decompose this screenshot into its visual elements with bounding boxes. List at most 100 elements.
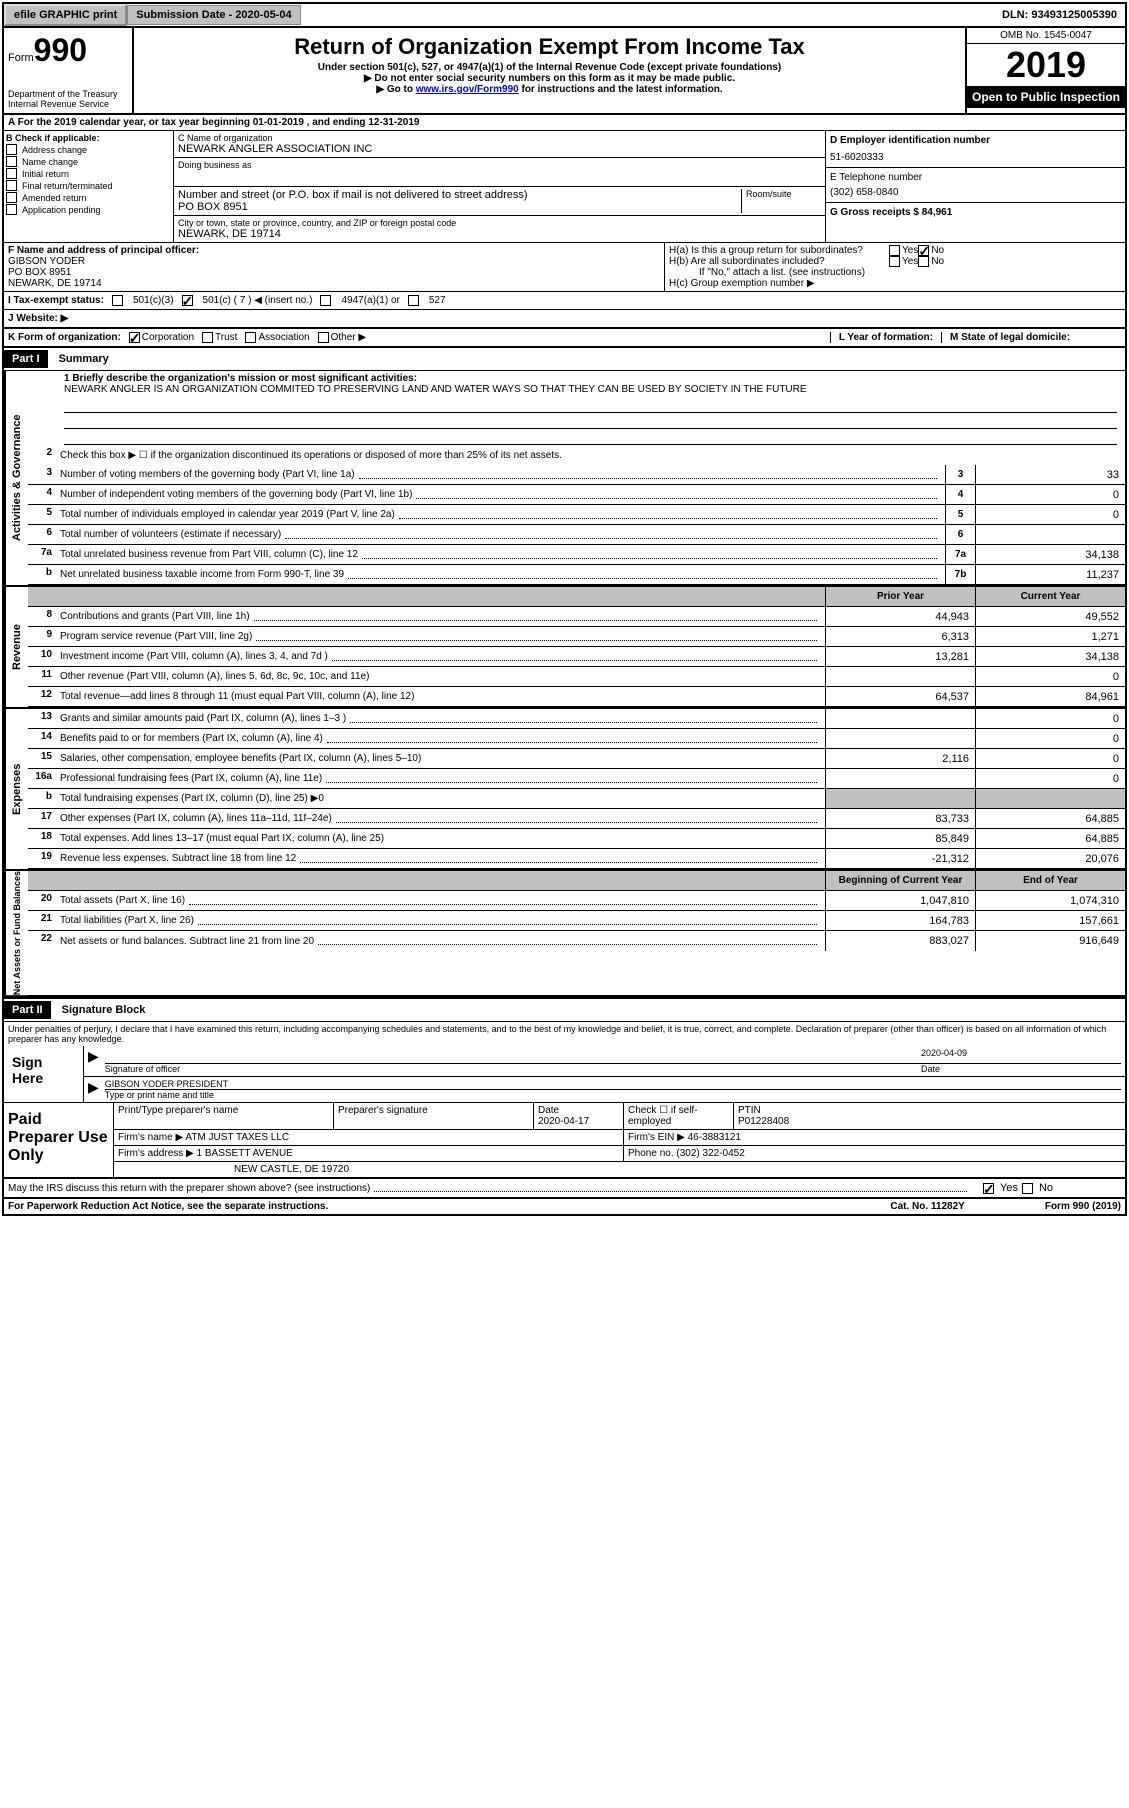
arrow-icon: ▶ [88, 1079, 99, 1100]
sig-date-label: Date [921, 1064, 940, 1074]
sig-date: 2020-04-09 [921, 1048, 1121, 1064]
year-cell: OMB No. 1545-0047 2019 Open to Public In… [965, 28, 1125, 113]
checkbox-name[interactable] [6, 156, 17, 167]
col-b-label: B Check if applicable: [6, 133, 171, 143]
checkbox-address[interactable] [6, 144, 17, 155]
efile-button[interactable]: efile GRAPHIC print [4, 4, 127, 26]
na-22-current: 916,649 [975, 931, 1125, 951]
ein-value: 51-6020333 [830, 152, 1121, 163]
exp-16a-current: 0 [975, 769, 1125, 788]
i-label: I Tax-exempt status: [8, 295, 104, 306]
officer-label: F Name and address of principal officer: [8, 245, 660, 256]
i-527[interactable] [408, 295, 419, 306]
sig-officer-label: Signature of officer [105, 1064, 180, 1074]
rev-9-current: 1,271 [975, 627, 1125, 646]
rev-12-prior: 64,537 [825, 687, 975, 706]
exp-19-current: 20,076 [975, 849, 1125, 868]
addr-label: Number and street (or P.O. box if mail i… [178, 189, 741, 201]
k-other[interactable] [318, 332, 329, 343]
checkbox-pending[interactable] [6, 204, 17, 215]
prep-date: 2020-04-17 [538, 1116, 589, 1127]
k-corp[interactable] [129, 332, 140, 343]
phone-value: (302) 658-0840 [830, 187, 1121, 198]
k-label: K Form of organization: [8, 332, 121, 343]
rev-10-prior: 13,281 [825, 647, 975, 666]
col-f: F Name and address of principal officer:… [4, 243, 665, 291]
open-public-badge: Open to Public Inspection [967, 86, 1125, 108]
officer-addr1: PO BOX 8951 [8, 267, 660, 278]
discuss-yes[interactable] [983, 1183, 994, 1194]
exp-16a-prior [825, 769, 975, 788]
prep-sig-label: Preparer's signature [334, 1103, 534, 1129]
subtitle-2: ▶ Do not enter social security numbers o… [140, 73, 959, 84]
irs-link[interactable]: www.irs.gov/Form990 [416, 84, 519, 95]
preparer-label: Paid Preparer Use Only [4, 1103, 114, 1177]
na-21-current: 157,661 [975, 911, 1125, 930]
rev-8-current: 49,552 [975, 607, 1125, 626]
prep-phone: (302) 322-0452 [676, 1148, 744, 1159]
ha-no[interactable] [918, 245, 929, 256]
officer-addr2: NEWARK, DE 19714 [8, 278, 660, 289]
prior-year-header: Prior Year [825, 587, 975, 606]
org-name-label: C Name of organization [178, 133, 821, 143]
omb-number: OMB No. 1545-0047 [967, 28, 1125, 44]
rev-10-current: 34,138 [975, 647, 1125, 666]
checkbox-amended[interactable] [6, 192, 17, 203]
title-cell: Return of Organization Exempt From Incom… [134, 28, 965, 113]
l-label: L Year of formation: [830, 332, 941, 343]
prep-check-label: Check ☐ if self-employed [624, 1103, 734, 1129]
city-label: City or town, state or province, country… [178, 218, 821, 228]
k-assoc[interactable] [245, 332, 256, 343]
submission-date: Submission Date - 2020-05-04 [127, 5, 300, 25]
part2-header: Part II [4, 1001, 51, 1019]
gov-7b-value: 11,237 [975, 565, 1125, 584]
part2-title: Signature Block [54, 1004, 146, 1016]
declaration-text: Under penalties of perjury, I declare th… [4, 1022, 1125, 1046]
officer-name: GIBSON YODER [8, 256, 660, 267]
exp-14-current: 0 [975, 729, 1125, 748]
discuss-no[interactable] [1022, 1183, 1033, 1194]
expenses-label: Expenses [4, 709, 28, 869]
topbar: efile GRAPHIC print Submission Date - 20… [4, 4, 1125, 28]
part1-title: Summary [51, 353, 109, 365]
exp-14-prior [825, 729, 975, 748]
exp-18-current: 64,885 [975, 829, 1125, 848]
rev-8-prior: 44,943 [825, 607, 975, 626]
footer-right: Form 990 (2019) [1045, 1201, 1121, 1212]
exp-19-prior: -21,312 [825, 849, 975, 868]
dept-label: Department of the Treasury Internal Reve… [8, 89, 128, 109]
exp-13-prior [825, 709, 975, 728]
na-20-prior: 1,047,810 [825, 891, 975, 910]
rev-9-prior: 6,313 [825, 627, 975, 646]
gov-3-value: 33 [975, 465, 1125, 484]
ha-yes[interactable] [889, 245, 900, 256]
revenue-label: Revenue [4, 587, 28, 707]
col-b: B Check if applicable: Address change Na… [4, 131, 174, 242]
subtitle-3: ▶ Go to www.irs.gov/Form990 for instruct… [140, 84, 959, 95]
mission-text: NEWARK ANGLER IS AN ORGANIZATION COMMITE… [64, 384, 1117, 395]
exp-18-prior: 85,849 [825, 829, 975, 848]
sig-name: GIBSON YODER PRESIDENT [105, 1079, 1121, 1090]
i-501c[interactable] [182, 295, 193, 306]
col-h: H(a) Is this a group return for subordin… [665, 243, 1125, 291]
checkbox-initial[interactable] [6, 168, 17, 179]
gov-5-value: 0 [975, 505, 1125, 524]
subtitle-1: Under section 501(c), 527, or 4947(a)(1)… [140, 62, 959, 73]
org-address: PO BOX 8951 [178, 201, 741, 213]
k-trust[interactable] [202, 332, 213, 343]
hb-no[interactable] [918, 256, 929, 267]
dln: DLN: 93493125005390 [994, 6, 1125, 24]
room-label: Room/suite [741, 189, 821, 213]
arrow-icon: ▶ [88, 1048, 99, 1074]
gov-7a-value: 34,138 [975, 545, 1125, 564]
exp-17-current: 64,885 [975, 809, 1125, 828]
i-4947[interactable] [320, 295, 331, 306]
org-city: NEWARK, DE 19714 [178, 228, 821, 240]
ein-label: D Employer identification number [830, 135, 1121, 146]
i-501c3[interactable] [112, 295, 123, 306]
org-name: NEWARK ANGLER ASSOCIATION INC [178, 143, 821, 155]
checkbox-final[interactable] [6, 180, 17, 191]
tax-year: 2019 [967, 44, 1125, 86]
rev-12-current: 84,961 [975, 687, 1125, 706]
hb-yes[interactable] [889, 256, 900, 267]
